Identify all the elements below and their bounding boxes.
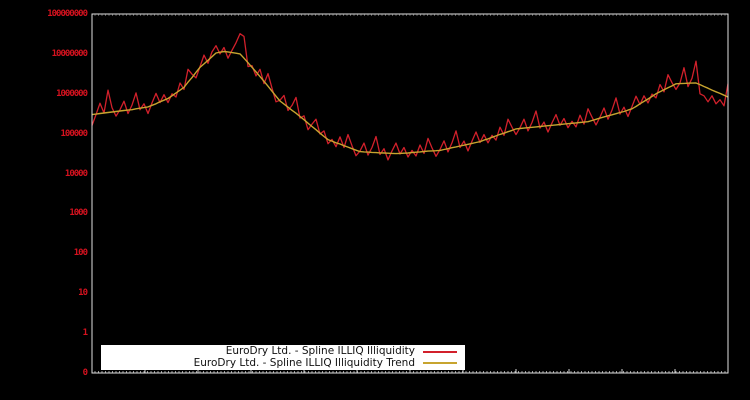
y-tick-label: 1000 [69, 208, 88, 218]
y-tick-label: 10000 [64, 169, 88, 179]
y-tick-label: 10000000 [51, 49, 88, 59]
legend: EuroDry Ltd. - Spline ILLIQ Illiquidity … [101, 345, 465, 370]
y-tick-label: 1 [82, 328, 88, 338]
legend-line-sample-red [423, 350, 457, 353]
y-tick-label: 100 [73, 248, 88, 258]
legend-line-sample-trend [423, 362, 457, 365]
illiquidity-series-line [91, 33, 729, 161]
y-tick-label: 1000000 [56, 89, 88, 99]
y-tick-label: 100000 [60, 129, 88, 139]
y-tick-label: 0 [82, 368, 88, 378]
legend-label: EuroDry Ltd. - Spline ILLIQ Illiquidity … [193, 356, 415, 369]
trend-series-line [91, 50, 729, 155]
plot-border [91, 13, 729, 374]
y-tick-label: 10 [78, 288, 88, 298]
legend-item: EuroDry Ltd. - Spline ILLIQ Illiquidity [101, 346, 457, 358]
legend-label: EuroDry Ltd. - Spline ILLIQ Illiquidity [225, 345, 415, 358]
y-tick-label: 100000000 [47, 9, 88, 19]
legend-item: EuroDry Ltd. - Spline ILLIQ Illiquidity … [101, 356, 457, 370]
